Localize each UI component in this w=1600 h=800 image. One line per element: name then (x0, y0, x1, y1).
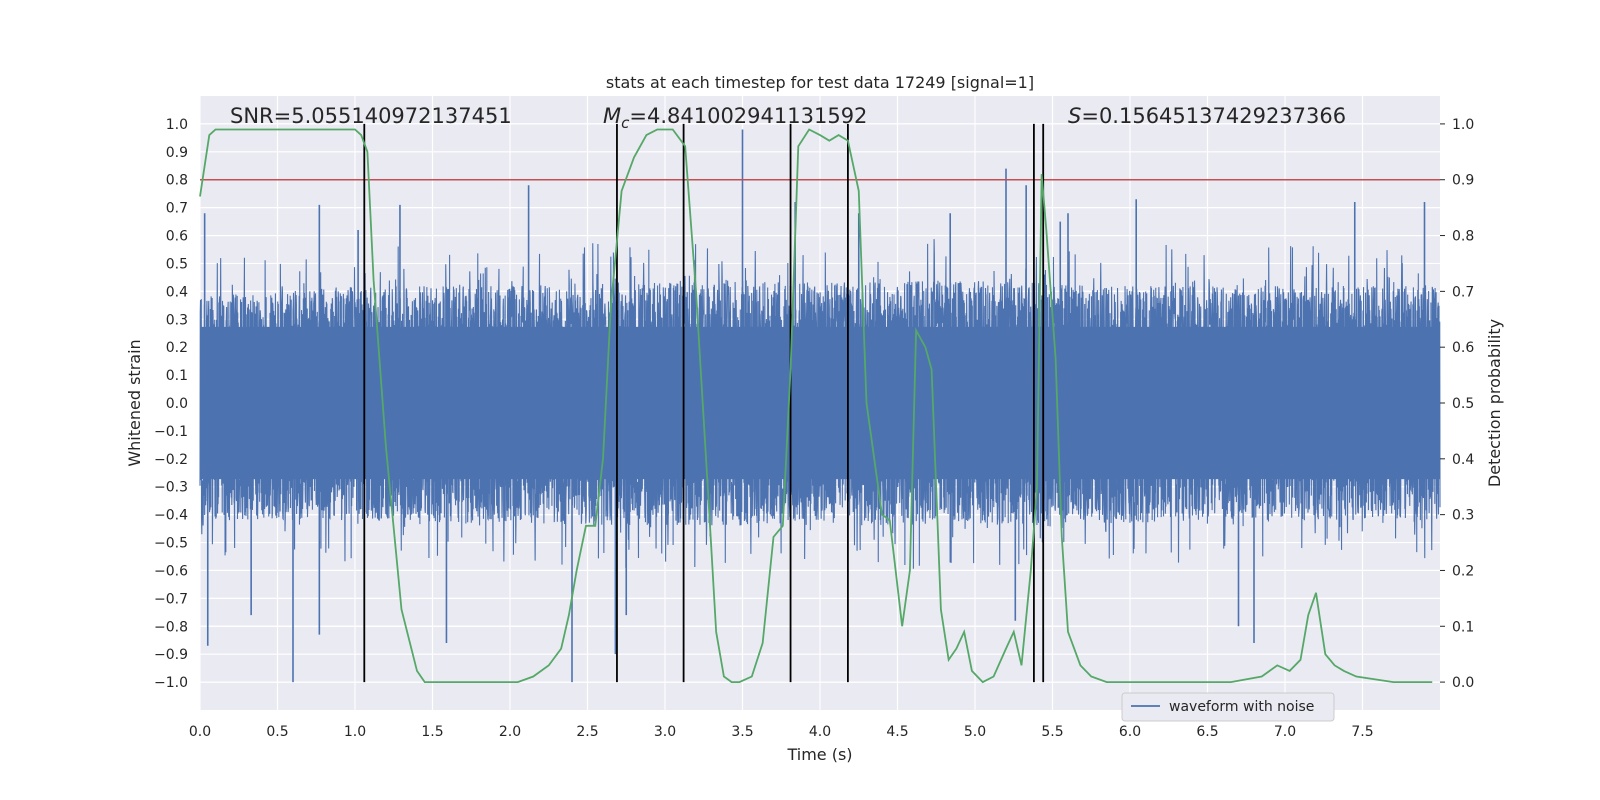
waveform-core (200, 326, 1440, 480)
y-tick-label: −1.0 (154, 675, 188, 691)
y-tick-label: 0.7 (166, 201, 188, 217)
x-tick-label: 4.5 (886, 724, 908, 740)
y-tick-label: 0.8 (166, 173, 188, 189)
y-tick-label: −0.8 (154, 619, 188, 635)
y-tick-label: 0.5 (166, 256, 188, 272)
y-axis-label: Whitened strain (125, 339, 144, 466)
x-tick-label: 6.5 (1196, 724, 1218, 740)
y-tick-label: 0.6 (166, 229, 188, 245)
x-tick-label: 1.0 (344, 724, 366, 740)
chart-title: stats at each timestep for test data 172… (606, 73, 1034, 92)
x-tick-label: 3.0 (654, 724, 676, 740)
y2-axis-label: Detection probability (1485, 319, 1504, 487)
y-tick-labels: 1.0 0.9 0.8 0.7 0.6 0.5 0.4 0.3 0.2 0.1 0.0 −0.1 −0.… (154, 117, 188, 691)
chirp-mass-annotation: Mc=4.841002941131592 (603, 104, 867, 132)
waveform-series (199, 129, 1441, 683)
probability-series (199, 128, 1433, 684)
y-tick-label: −0.7 (154, 591, 188, 607)
x-tick-label: 2.5 (576, 724, 598, 740)
y2-tick-label: 0.0 (1452, 675, 1474, 691)
y2-tick-label: 0.5 (1452, 396, 1474, 412)
y-tick-label: 0.3 (166, 312, 188, 328)
y2-tick-label: 0.6 (1452, 340, 1474, 356)
y2-tick-label: 0.7 (1452, 284, 1474, 300)
x-axis-label: Time (s) (786, 745, 852, 764)
chirp-mass-subscript: c (621, 114, 630, 132)
legend: waveform with noise (1121, 692, 1335, 722)
y2-tick-label: 0.4 (1452, 452, 1474, 468)
legend-entry: waveform with noise (1169, 699, 1314, 715)
snr-annotation: SNR=5.055140972137451 (230, 104, 512, 128)
chirp-mass-symbol: M (603, 104, 621, 128)
x-tick-label: 5.5 (1041, 724, 1063, 740)
y-tick-label: 1.0 (166, 117, 188, 133)
y-tick-label: −0.3 (154, 480, 188, 496)
probability-line (199, 128, 1433, 684)
x-tick-label: 4.0 (809, 724, 831, 740)
y-tick-label: −0.1 (154, 424, 188, 440)
y-tick-label: −0.4 (154, 508, 188, 524)
x-tick-label: 7.5 (1351, 724, 1373, 740)
y2-tick-label: 0.3 (1452, 508, 1474, 524)
y2-tick-label: 0.2 (1452, 563, 1474, 579)
legend-box (1121, 692, 1335, 722)
y-tick-label: 0.0 (166, 396, 188, 412)
x-tick-label: 0.5 (266, 724, 288, 740)
s-annotation: S=0.15645137429237366 (1068, 104, 1346, 128)
x-tick-labels: 0.0 0.5 1.0 1.5 2.0 2.5 3.0 3.5 4.0 4.5 5.0 5.5 6.0 6… (189, 724, 1374, 740)
y-tick-label: −0.2 (154, 452, 188, 468)
y-tick-label: 0.9 (166, 145, 188, 161)
y-tick-label: 0.4 (166, 284, 188, 300)
x-tick-label: 5.0 (964, 724, 986, 740)
vertical-markers (363, 123, 1045, 683)
s-value: =0.15645137429237366 (1081, 104, 1346, 128)
x-tick-label: 3.5 (731, 724, 753, 740)
s-symbol: S (1068, 104, 1081, 128)
y2-tick-label: 0.8 (1452, 229, 1474, 245)
y-tick-label: 0.2 (166, 340, 188, 356)
chirp-mass-value: =4.841002941131592 (629, 104, 867, 128)
y2-tick-label: 0.1 (1452, 619, 1474, 635)
y-tick-label: −0.9 (154, 647, 188, 663)
y2-tick-label: 0.9 (1452, 173, 1474, 189)
y-tick-label: −0.5 (154, 536, 188, 552)
x-tick-label: 6.0 (1119, 724, 1141, 740)
y2-tick-label: 1.0 (1452, 117, 1474, 133)
x-tick-label: 1.5 (421, 724, 443, 740)
x-tick-label: 2.0 (499, 724, 521, 740)
x-tick-label: 0.0 (189, 724, 211, 740)
y-tick-label: −0.6 (154, 563, 188, 579)
x-tick-label: 7.0 (1274, 724, 1296, 740)
y-tick-label: 0.1 (166, 368, 188, 384)
y2-tick-labels: 1.0 0.9 0.8 0.7 0.6 0.5 0.4 0.3 0.2 0.1 0.0 (1440, 117, 1474, 691)
